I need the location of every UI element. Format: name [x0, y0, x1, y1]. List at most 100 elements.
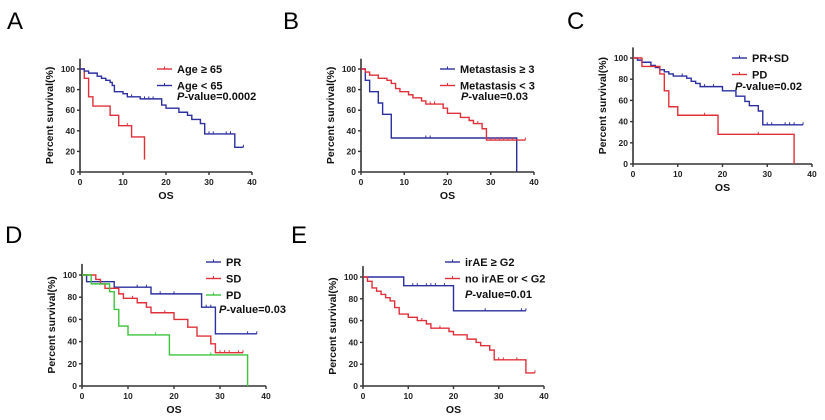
survival-curve-1 — [361, 68, 518, 172]
x-tick-label: 20 — [449, 391, 459, 401]
p-value-text: -value=0.0002 — [184, 91, 256, 103]
x-tick-label: 0 — [359, 177, 364, 187]
panel-D: D 0 20 40 60 80 100 0 10 20 30 40 OS Percent survival… — [5, 222, 286, 416]
x-tick-label: 10 — [404, 391, 414, 401]
y-tick-label: 100 — [342, 64, 356, 74]
legend-label: Metastasis < 3 — [460, 81, 535, 93]
y-tick-label: 60 — [347, 105, 357, 115]
p-value-text: -value=0.02 — [742, 81, 802, 93]
survival-curve-1 — [633, 57, 804, 126]
y-tick-label: 40 — [66, 126, 76, 136]
legend-label: Age < 65 — [177, 81, 223, 93]
p-value-text: -value=0.03 — [468, 91, 528, 103]
y-tick-label: 20 — [619, 138, 629, 148]
p-value-label: P-value=0.03 — [219, 304, 286, 316]
x-axis-label: OS — [446, 404, 461, 416]
x-tick-label: 40 — [807, 169, 817, 179]
y-tick-label: 100 — [63, 270, 77, 280]
x-tick-label: 0 — [631, 169, 636, 179]
x-tick-label: 0 — [361, 391, 366, 401]
survival-curve-1 — [82, 274, 257, 335]
y-tick-label: 80 — [347, 85, 357, 95]
survival-curve-1 — [80, 68, 146, 160]
y-tick-label: 0 — [351, 167, 356, 177]
legend-label: PR+SD — [752, 53, 789, 65]
legend-label: irAE ≥ G2 — [465, 257, 514, 269]
p-value-label: P-value=0.01 — [465, 289, 532, 301]
x-tick-label: 10 — [400, 177, 410, 187]
y-tick-label: 60 — [66, 105, 76, 115]
panel-letter: D — [5, 222, 22, 249]
panel-B: B 0 20 40 60 80 100 0 10 20 30 40 OS Percent survival… — [283, 8, 539, 202]
y-tick-label: 80 — [66, 85, 76, 95]
y-axis-label: Percent survival(%) — [46, 276, 58, 373]
y-tick-label: 80 — [68, 292, 78, 302]
x-tick-label: 10 — [118, 177, 128, 187]
y-tick-label: 40 — [619, 117, 629, 127]
y-tick-label: 20 — [66, 146, 76, 156]
y-tick-label: 60 — [349, 316, 359, 326]
x-tick-label: 10 — [673, 169, 683, 179]
x-tick-label: 30 — [763, 169, 773, 179]
y-tick-label: 100 — [344, 272, 358, 282]
y-tick-label: 60 — [68, 314, 78, 324]
x-tick-label: 20 — [443, 177, 453, 187]
p-value-text: -value=0.01 — [472, 289, 532, 301]
survival-curve-2 — [80, 68, 244, 148]
y-axis-label: Percent survival(%) — [597, 57, 609, 154]
panel-A: A 0 20 40 60 80 100 0 10 20 30 40 OS Percent survival… — [7, 8, 257, 202]
legend-label: PD — [226, 290, 241, 302]
y-tick-label: 40 — [349, 337, 359, 347]
x-tick-label: 30 — [494, 391, 504, 401]
legend-label: no irAE or < G2 — [465, 274, 545, 286]
p-value-label: P-value=0.0002 — [177, 91, 256, 103]
y-tick-label: 0 — [623, 159, 628, 169]
p-value-label: P-value=0.03 — [461, 91, 528, 103]
y-tick-label: 0 — [72, 381, 77, 391]
x-tick-label: 20 — [718, 169, 728, 179]
y-tick-label: 80 — [349, 294, 359, 304]
x-axis-label: OS — [440, 190, 455, 202]
y-tick-label: 80 — [619, 74, 629, 84]
x-tick-label: 20 — [161, 177, 171, 187]
survival-curve-2 — [361, 68, 526, 141]
y-tick-label: 40 — [68, 337, 78, 347]
x-tick-label: 30 — [204, 177, 214, 187]
x-tick-label: 0 — [78, 177, 83, 187]
x-tick-label: 20 — [169, 391, 179, 401]
p-value-text: -value=0.03 — [226, 304, 286, 316]
x-axis-label: OS — [158, 190, 173, 202]
legend-label: SD — [226, 274, 241, 286]
x-tick-label: 10 — [123, 391, 133, 401]
x-tick-label: 30 — [215, 391, 225, 401]
legend-label: PR — [226, 257, 241, 269]
y-tick-label: 0 — [353, 381, 358, 391]
x-axis-label: OS — [166, 404, 181, 416]
y-tick-label: 20 — [347, 146, 357, 156]
p-value-prefix: P — [735, 81, 743, 93]
survival-curve-1 — [363, 276, 526, 312]
y-tick-label: 100 — [614, 53, 628, 63]
x-tick-label: 40 — [529, 177, 539, 187]
y-tick-label: 60 — [619, 95, 629, 105]
y-axis-label: Percent survival(%) — [327, 277, 339, 374]
p-value-prefix: P — [461, 91, 469, 103]
p-value-prefix: P — [465, 289, 473, 301]
p-value-prefix: P — [219, 304, 227, 316]
legend-label: Age ≥ 65 — [177, 64, 222, 76]
x-tick-label: 0 — [80, 391, 85, 401]
y-axis-label: Percent survival(%) — [44, 67, 56, 164]
panel-C: C 0 20 40 60 80 100 0 10 20 30 40 OS Percent survival… — [567, 8, 817, 194]
x-tick-label: 40 — [247, 177, 257, 187]
y-tick-label: 20 — [349, 359, 359, 369]
y-axis-label: Percent survival(%) — [325, 67, 337, 164]
panel-letter: C — [567, 8, 584, 35]
legend-label: Metastasis ≥ 3 — [460, 64, 535, 76]
legend-label: PD — [752, 70, 767, 82]
p-value-prefix: P — [177, 91, 185, 103]
y-tick-label: 0 — [70, 167, 75, 177]
panel-E: E 0 20 40 60 80 100 0 10 20 30 40 OS Percent survival… — [291, 222, 549, 416]
survival-curve-3 — [82, 274, 249, 386]
x-tick-label: 40 — [261, 391, 271, 401]
